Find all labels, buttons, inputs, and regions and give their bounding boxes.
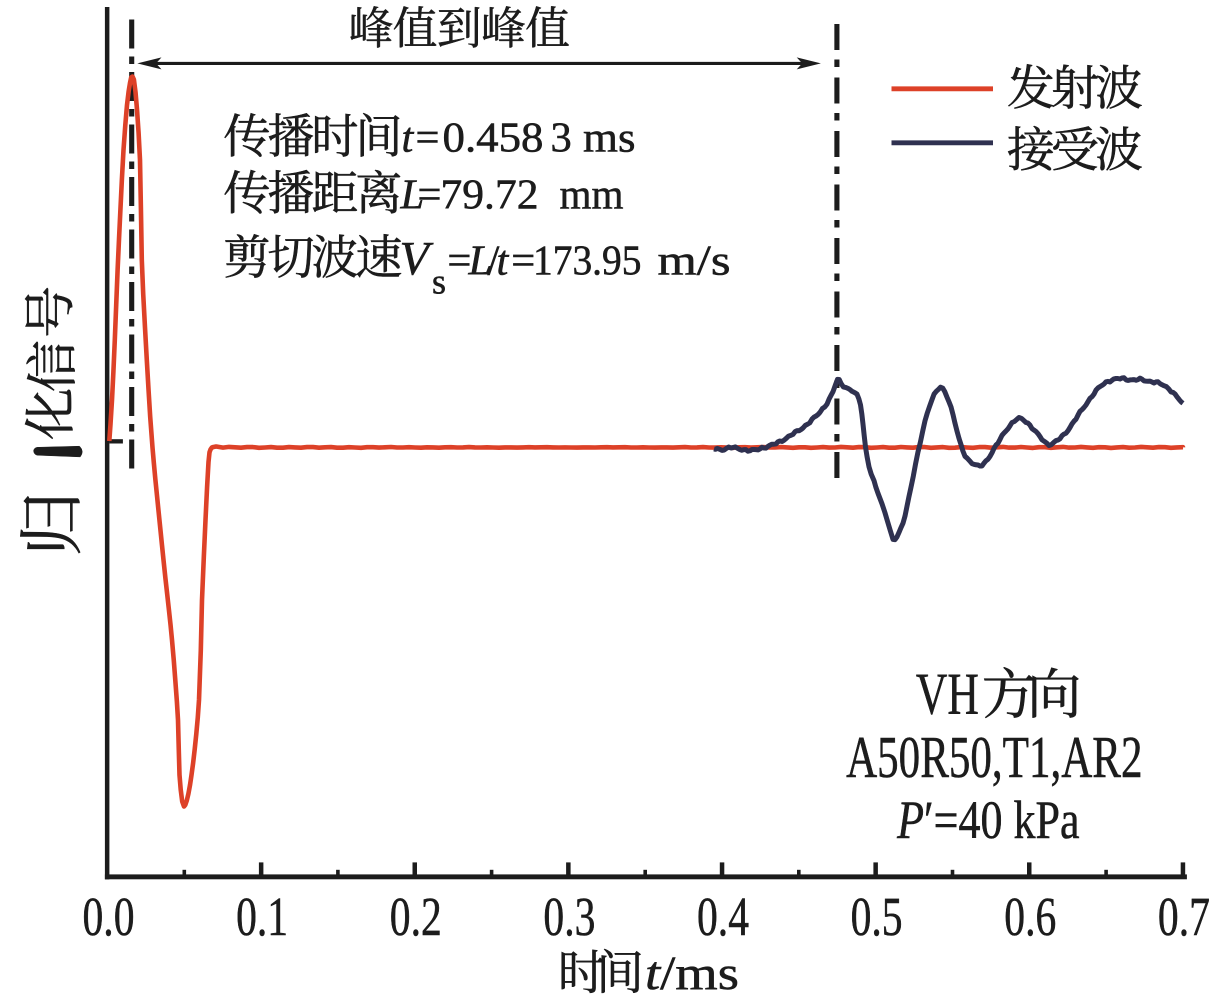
svg-text:s: s	[432, 262, 446, 302]
svg-text:L: L	[400, 172, 425, 219]
svg-text:173.95: 173.95	[533, 238, 642, 285]
svg-text:L: L	[468, 238, 493, 285]
svg-text:=: =	[418, 172, 442, 219]
svg-text:V: V	[400, 233, 434, 286]
svg-text:A50R50,T1,AR2: A50R50,T1,AR2	[846, 725, 1142, 790]
svg-text:0.2: 0.2	[390, 886, 442, 947]
svg-text:=: =	[416, 115, 440, 162]
svg-text:0.4: 0.4	[697, 886, 749, 947]
svg-text:t: t	[497, 238, 510, 285]
svg-text:0.3: 0.3	[543, 886, 595, 947]
svg-text:0.6: 0.6	[1004, 886, 1056, 947]
svg-text:0.1: 0.1	[236, 886, 288, 947]
svg-text:79.72: 79.72	[441, 172, 539, 219]
svg-text:0.0: 0.0	[83, 886, 135, 947]
svg-text:t: t	[402, 115, 415, 162]
svg-text:0.7: 0.7	[1158, 886, 1210, 947]
svg-text:m/s: m/s	[658, 238, 731, 285]
svg-text:3: 3	[551, 115, 572, 162]
svg-text:=: =	[511, 238, 535, 285]
svg-text:P′=40 kPa: P′=40 kPa	[896, 790, 1079, 850]
svg-text:t/ms: t/ms	[645, 947, 739, 1000]
svg-text:mm: mm	[560, 172, 624, 219]
svg-text:VH: VH	[916, 662, 979, 727]
svg-text:=: =	[447, 238, 471, 285]
svg-text:0.458: 0.458	[443, 115, 544, 162]
svg-text:/: /	[488, 238, 500, 285]
svg-text:0.5: 0.5	[851, 886, 903, 947]
svg-text:ms: ms	[583, 115, 636, 162]
